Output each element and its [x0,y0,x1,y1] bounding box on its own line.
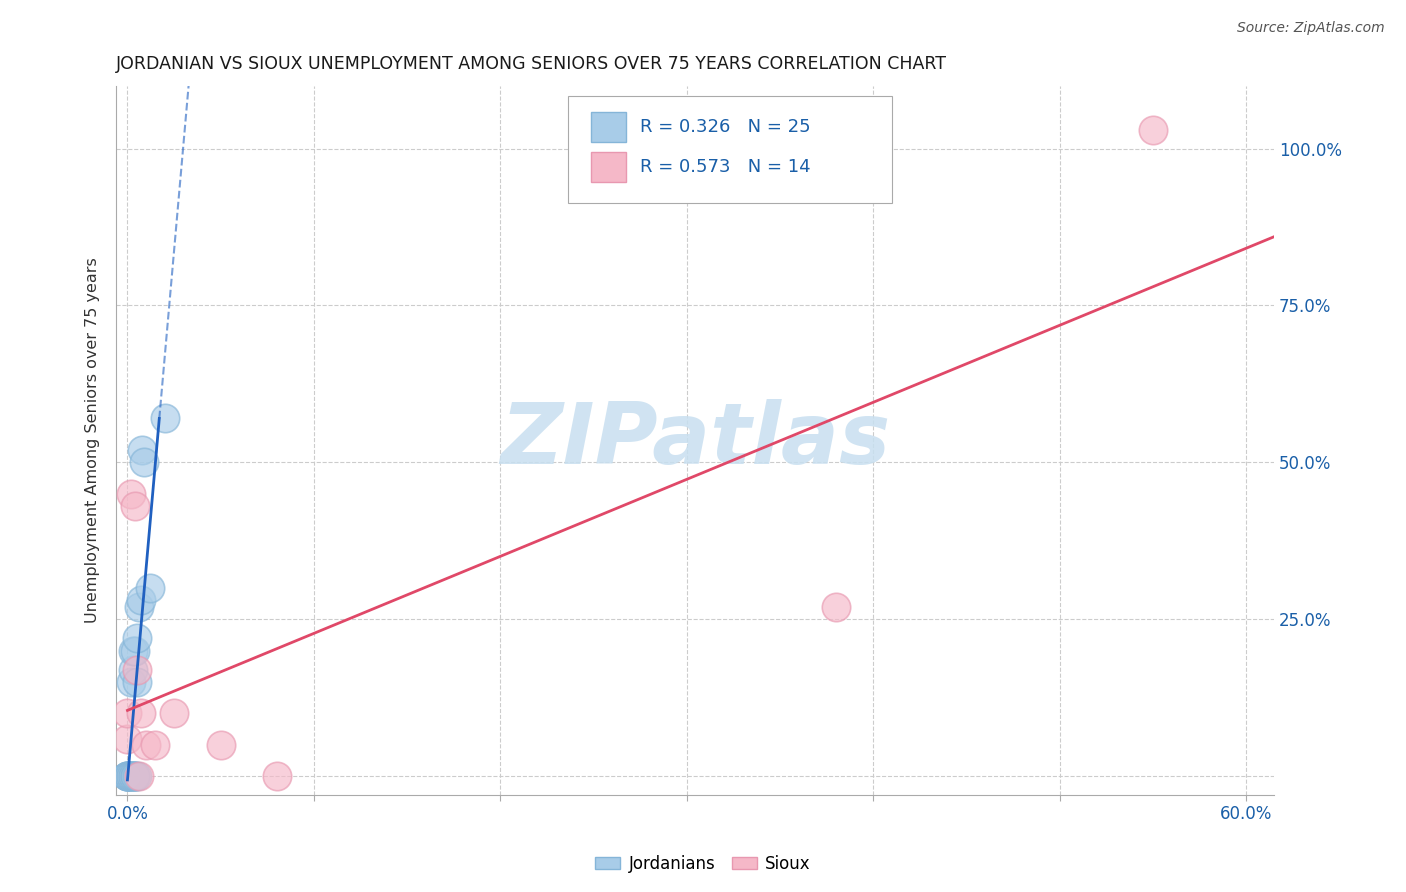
Point [125,631,148,645]
Point [129,706,152,721]
Point [128,769,150,783]
Point [129,593,152,607]
FancyBboxPatch shape [568,96,891,202]
Point [125,663,148,677]
Point [824,599,846,614]
Point [118,769,141,783]
Text: JORDANIAN VS SIOUX UNEMPLOYMENT AMONG SENIORS OVER 75 YEARS CORRELATION CHART: JORDANIAN VS SIOUX UNEMPLOYMENT AMONG SE… [117,55,948,73]
Bar [591,153,626,182]
Point [139,581,162,595]
Point [117,769,139,783]
Point [209,738,232,752]
Y-axis label: Unemployment Among Seniors over 75 years: Unemployment Among Seniors over 75 years [86,258,100,624]
Legend: Jordanians, Sioux: Jordanians, Sioux [589,848,817,880]
Point [117,706,139,721]
Point [135,738,157,752]
Point [124,643,146,657]
Bar [591,112,626,142]
Point [122,769,145,783]
Point [1142,122,1164,136]
Point [122,643,145,657]
Point [163,706,186,721]
Point [131,442,153,457]
Point [128,599,150,614]
Point [120,769,142,783]
Point [124,769,146,783]
Point [153,411,176,425]
Point [120,487,142,501]
Point [124,769,146,783]
Point [134,455,156,469]
Point [125,675,148,690]
Text: ZIPatlas: ZIPatlas [501,399,890,482]
Point [120,769,142,783]
Point [124,500,146,514]
Point [120,675,142,690]
Text: R = 0.573   N = 14: R = 0.573 N = 14 [640,159,810,177]
Point [118,769,141,783]
Point [122,769,145,783]
Text: Source: ZipAtlas.com: Source: ZipAtlas.com [1237,21,1385,35]
Point [117,769,139,783]
Point [117,769,139,783]
Point [145,738,167,752]
Point [117,769,139,783]
Point [122,663,145,677]
Point [125,769,148,783]
Text: R = 0.326   N = 25: R = 0.326 N = 25 [640,118,810,136]
Point [266,769,288,783]
Point [117,731,139,746]
